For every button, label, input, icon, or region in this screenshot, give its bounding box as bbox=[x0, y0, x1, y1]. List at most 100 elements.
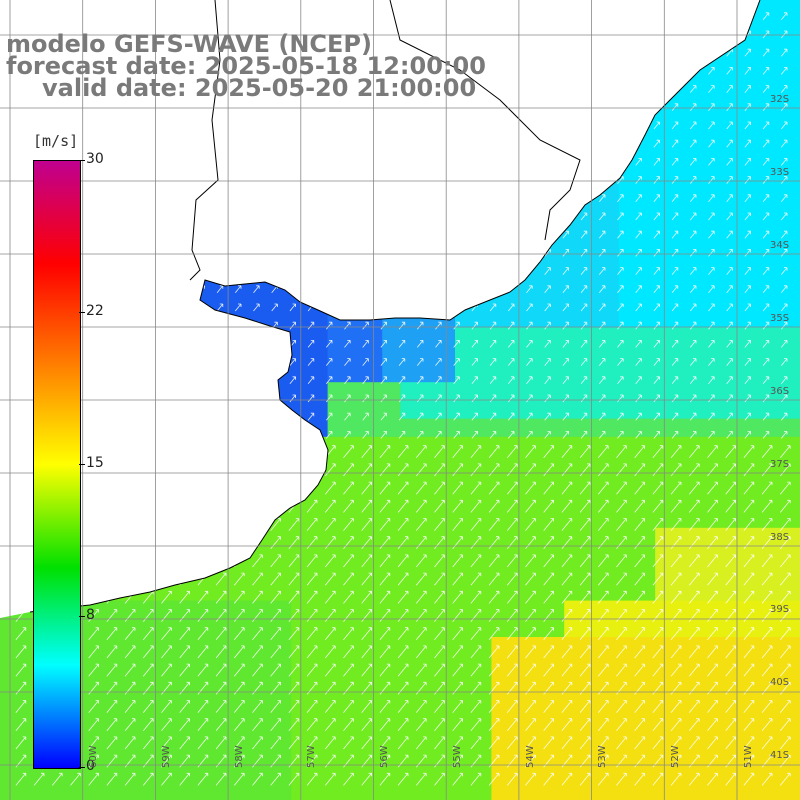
wind-arrow bbox=[471, 412, 478, 421]
wind-arrow bbox=[434, 518, 445, 531]
wind-arrow bbox=[579, 499, 591, 513]
wind-arrow bbox=[671, 358, 679, 366]
wind-arrow bbox=[343, 536, 354, 550]
wind-arrow bbox=[306, 700, 318, 713]
wind-arrow bbox=[689, 358, 697, 366]
wind-arrow bbox=[361, 590, 372, 604]
wind-arrow bbox=[452, 536, 463, 550]
wind-arrow bbox=[744, 394, 751, 403]
wind-arrow bbox=[725, 627, 736, 641]
wind-arrow bbox=[762, 358, 770, 366]
wind-arrow bbox=[488, 445, 500, 459]
wind-arrow bbox=[689, 394, 697, 403]
wind-arrow bbox=[270, 536, 281, 550]
wind-arrow bbox=[726, 358, 733, 366]
wind-arrow bbox=[415, 536, 427, 550]
wind-arrow bbox=[471, 340, 478, 348]
wind-arrow bbox=[561, 463, 573, 477]
wind-arrow bbox=[306, 609, 318, 622]
wind-arrow bbox=[106, 718, 118, 732]
wind-arrow bbox=[488, 627, 500, 641]
wind-arrow bbox=[344, 394, 351, 403]
wind-arrow bbox=[762, 394, 770, 403]
wind-arrow bbox=[215, 663, 227, 677]
wind-arrow bbox=[15, 663, 27, 677]
wind-arrow bbox=[616, 518, 627, 531]
wind-arrow bbox=[488, 736, 500, 750]
wind-arrow bbox=[379, 718, 391, 732]
wind-arrow bbox=[689, 230, 697, 239]
wind-arrow bbox=[726, 121, 733, 130]
wind-arrow bbox=[707, 536, 718, 550]
wind-arrow bbox=[507, 394, 515, 403]
wind-arrow bbox=[506, 663, 518, 677]
wind-arrow bbox=[780, 267, 788, 275]
wind-arrow bbox=[744, 376, 751, 385]
wind-arrow bbox=[780, 85, 788, 93]
wind-arrow bbox=[725, 645, 736, 659]
wind-arrow bbox=[670, 499, 682, 513]
wind-arrow bbox=[726, 194, 733, 203]
wind-arrow bbox=[344, 431, 351, 439]
wind-arrow bbox=[652, 554, 664, 568]
wind-arrow bbox=[653, 139, 660, 148]
wind-arrow bbox=[453, 358, 460, 366]
wind-arrow bbox=[233, 736, 245, 750]
wind-arrow bbox=[562, 431, 569, 439]
wind-arrow bbox=[707, 499, 718, 513]
wind-arrow bbox=[344, 412, 351, 421]
wind-arrow bbox=[762, 30, 770, 39]
wind-arrow bbox=[544, 376, 551, 385]
wind-arrow bbox=[708, 176, 715, 184]
legend-unit: [m/s] bbox=[33, 132, 79, 150]
wind-arrow bbox=[635, 212, 642, 221]
wind-arrow bbox=[726, 412, 733, 421]
wind-arrow bbox=[343, 663, 354, 677]
wind-arrow bbox=[761, 700, 773, 713]
wind-arrow bbox=[453, 321, 460, 330]
wind-arrow bbox=[671, 431, 679, 439]
wind-arrow bbox=[579, 445, 591, 459]
wind-arrow bbox=[434, 718, 445, 732]
wind-arrow bbox=[397, 463, 409, 477]
wind-arrow bbox=[324, 609, 336, 622]
wind-arrow bbox=[780, 412, 788, 421]
wind-arrow bbox=[579, 609, 591, 622]
wind-arrow bbox=[306, 572, 318, 586]
wind-arrow bbox=[416, 376, 424, 385]
wind-arrow bbox=[434, 609, 445, 622]
wind-arrow bbox=[707, 609, 718, 622]
wind-arrow bbox=[634, 518, 645, 531]
wind-arrow bbox=[398, 431, 406, 439]
wind-arrow bbox=[670, 518, 682, 531]
wind-arrow bbox=[762, 431, 770, 439]
wind-arrow bbox=[725, 445, 736, 459]
longitude-label: 58W bbox=[234, 745, 245, 768]
wind-arrow bbox=[453, 340, 460, 348]
wind-arrow bbox=[598, 412, 606, 421]
wind-arrow bbox=[617, 212, 624, 221]
wind-arrow bbox=[434, 481, 445, 495]
wind-arrow bbox=[343, 481, 354, 495]
wind-arrow bbox=[215, 772, 227, 786]
wind-arrow bbox=[362, 321, 369, 330]
wind-arrow bbox=[525, 627, 536, 641]
wind-arrow bbox=[435, 431, 442, 439]
wind-arrow bbox=[88, 772, 99, 786]
wind-arrow bbox=[597, 645, 609, 659]
legend-tickmark bbox=[79, 616, 85, 617]
wind-arrow bbox=[726, 340, 733, 348]
forecast-date: forecast date: 2025-05-18 12:00:00 bbox=[6, 52, 486, 80]
wind-arrow bbox=[435, 394, 442, 403]
wind-arrow bbox=[361, 572, 372, 586]
wind-arrow bbox=[343, 572, 354, 586]
wind-arrow bbox=[452, 518, 463, 531]
wind-arrow bbox=[561, 518, 573, 531]
wind-arrow bbox=[562, 321, 569, 330]
wind-arrow bbox=[653, 212, 660, 221]
wind-arrow bbox=[525, 554, 536, 568]
wind-arrow bbox=[543, 590, 554, 604]
wind-arrow bbox=[744, 103, 751, 112]
wind-arrow bbox=[270, 518, 281, 531]
wind-arrow bbox=[361, 499, 372, 513]
